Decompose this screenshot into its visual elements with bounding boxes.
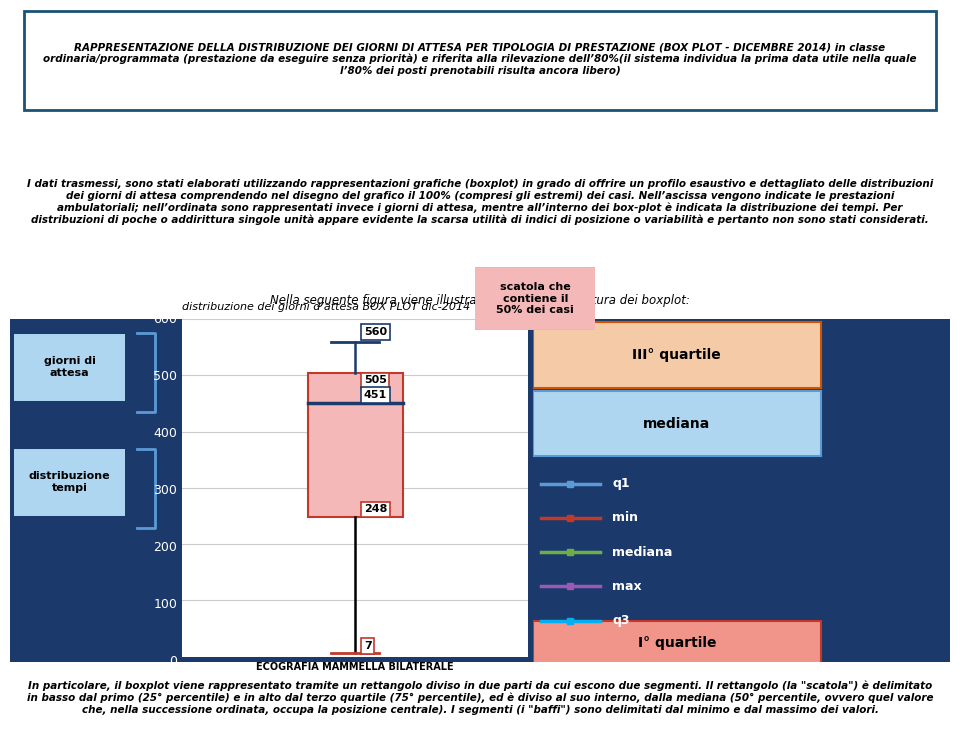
Text: q3: q3 [612, 614, 630, 627]
Text: distribuzione
tempi: distribuzione tempi [29, 471, 110, 493]
Text: 200: 200 [154, 541, 177, 554]
Text: mediana: mediana [643, 416, 710, 430]
Text: 400: 400 [154, 427, 177, 440]
FancyBboxPatch shape [533, 323, 821, 387]
FancyBboxPatch shape [10, 319, 950, 662]
Text: mediana: mediana [612, 545, 673, 559]
FancyBboxPatch shape [12, 447, 127, 517]
Text: scatola che
contiene il
50% dei casi: scatola che contiene il 50% dei casi [496, 282, 574, 315]
FancyBboxPatch shape [472, 266, 597, 332]
FancyBboxPatch shape [12, 332, 127, 402]
Text: Nella seguente figura viene illustrata la modalità di lettura dei boxplot:: Nella seguente figura viene illustrata l… [270, 294, 690, 307]
FancyBboxPatch shape [307, 372, 403, 517]
Text: 500: 500 [154, 370, 177, 383]
FancyBboxPatch shape [24, 10, 936, 110]
Text: 248: 248 [364, 505, 387, 514]
Text: giorni di
attesa: giorni di attesa [43, 356, 96, 378]
Text: 300: 300 [154, 484, 177, 497]
Text: q1: q1 [612, 477, 630, 490]
Text: 0: 0 [169, 655, 177, 669]
Text: 7: 7 [364, 641, 372, 651]
Text: 100: 100 [154, 598, 177, 611]
Text: 560: 560 [364, 327, 387, 337]
Text: distribuzione dei giorni d’attesa BOX PLOT dic-2014: distribuzione dei giorni d’attesa BOX PL… [182, 302, 470, 312]
Text: 505: 505 [364, 375, 387, 385]
FancyBboxPatch shape [533, 319, 950, 662]
Text: 600: 600 [154, 312, 177, 326]
Text: III° quartile: III° quartile [633, 348, 721, 362]
FancyBboxPatch shape [533, 391, 821, 456]
Text: I° quartile: I° quartile [637, 636, 716, 650]
Text: I dati trasmessi, sono stati elaborati utilizzando rappresentazioni grafiche (bo: I dati trasmessi, sono stati elaborati u… [27, 180, 933, 225]
Text: max: max [612, 580, 642, 593]
Text: 451: 451 [364, 390, 387, 400]
Text: min: min [612, 511, 638, 525]
Text: RAPPRESENTAZIONE DELLA DISTRIBUZIONE DEI GIORNI DI ATTESA PER TIPOLOGIA DI PREST: RAPPRESENTAZIONE DELLA DISTRIBUZIONE DEI… [43, 42, 917, 76]
FancyBboxPatch shape [533, 621, 821, 666]
Text: In particolare, il boxplot viene rappresentato tramite un rettangolo diviso in d: In particolare, il boxplot viene rappres… [27, 680, 933, 715]
